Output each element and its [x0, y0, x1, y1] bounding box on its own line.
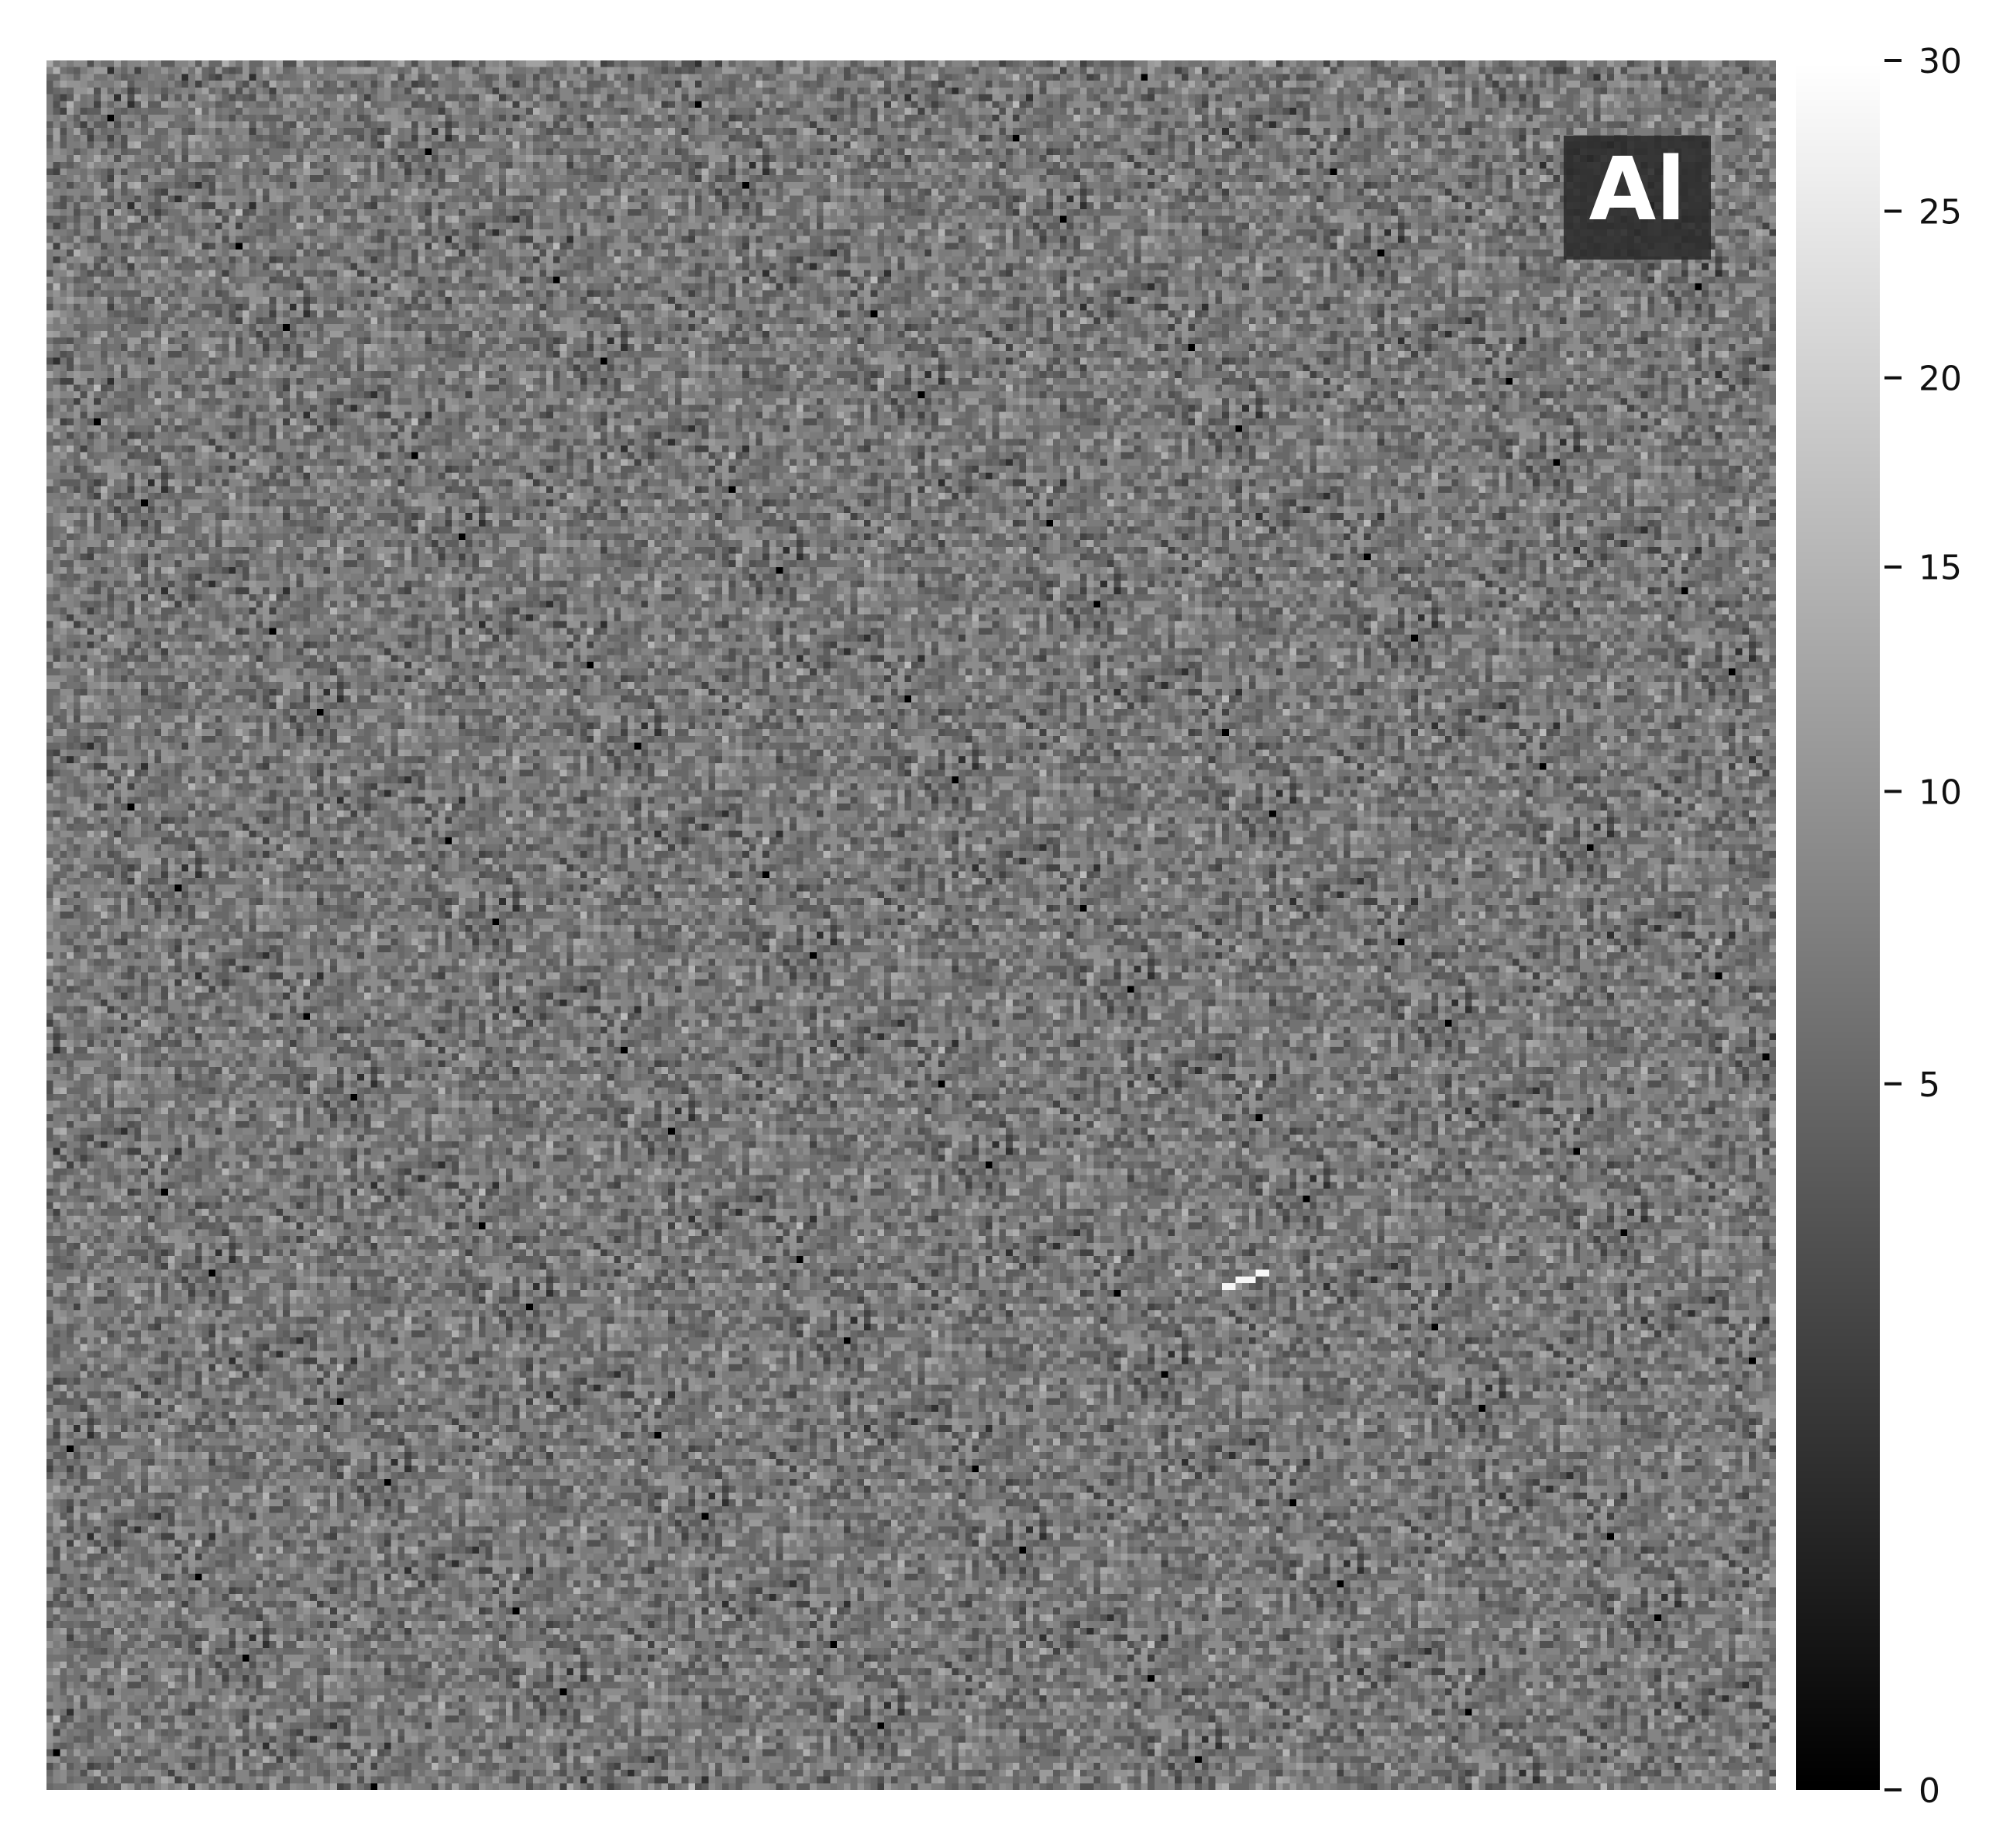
element-label-box: [1564, 136, 1711, 260]
colorbar-tick-label-10: 10: [1919, 773, 1962, 812]
element-label: Al: [1588, 139, 1686, 240]
colorbar-tick-label-30: 30: [1919, 42, 1962, 81]
colorbar-tick-label-15: 15: [1919, 549, 1962, 588]
colorbar-gradient: [1796, 60, 1880, 1790]
colorbar-axis: 0 5 10 15 20 25 30: [1884, 42, 1962, 1811]
colorbar-tick-label-20: 20: [1919, 360, 1962, 399]
colorbar-tick-label-0: 0: [1919, 1771, 1940, 1811]
heatmap-image: [46, 60, 1776, 1790]
colorbar-tick-label-25: 25: [1919, 192, 1962, 232]
colorbar-tick-label-5: 5: [1919, 1065, 1940, 1105]
